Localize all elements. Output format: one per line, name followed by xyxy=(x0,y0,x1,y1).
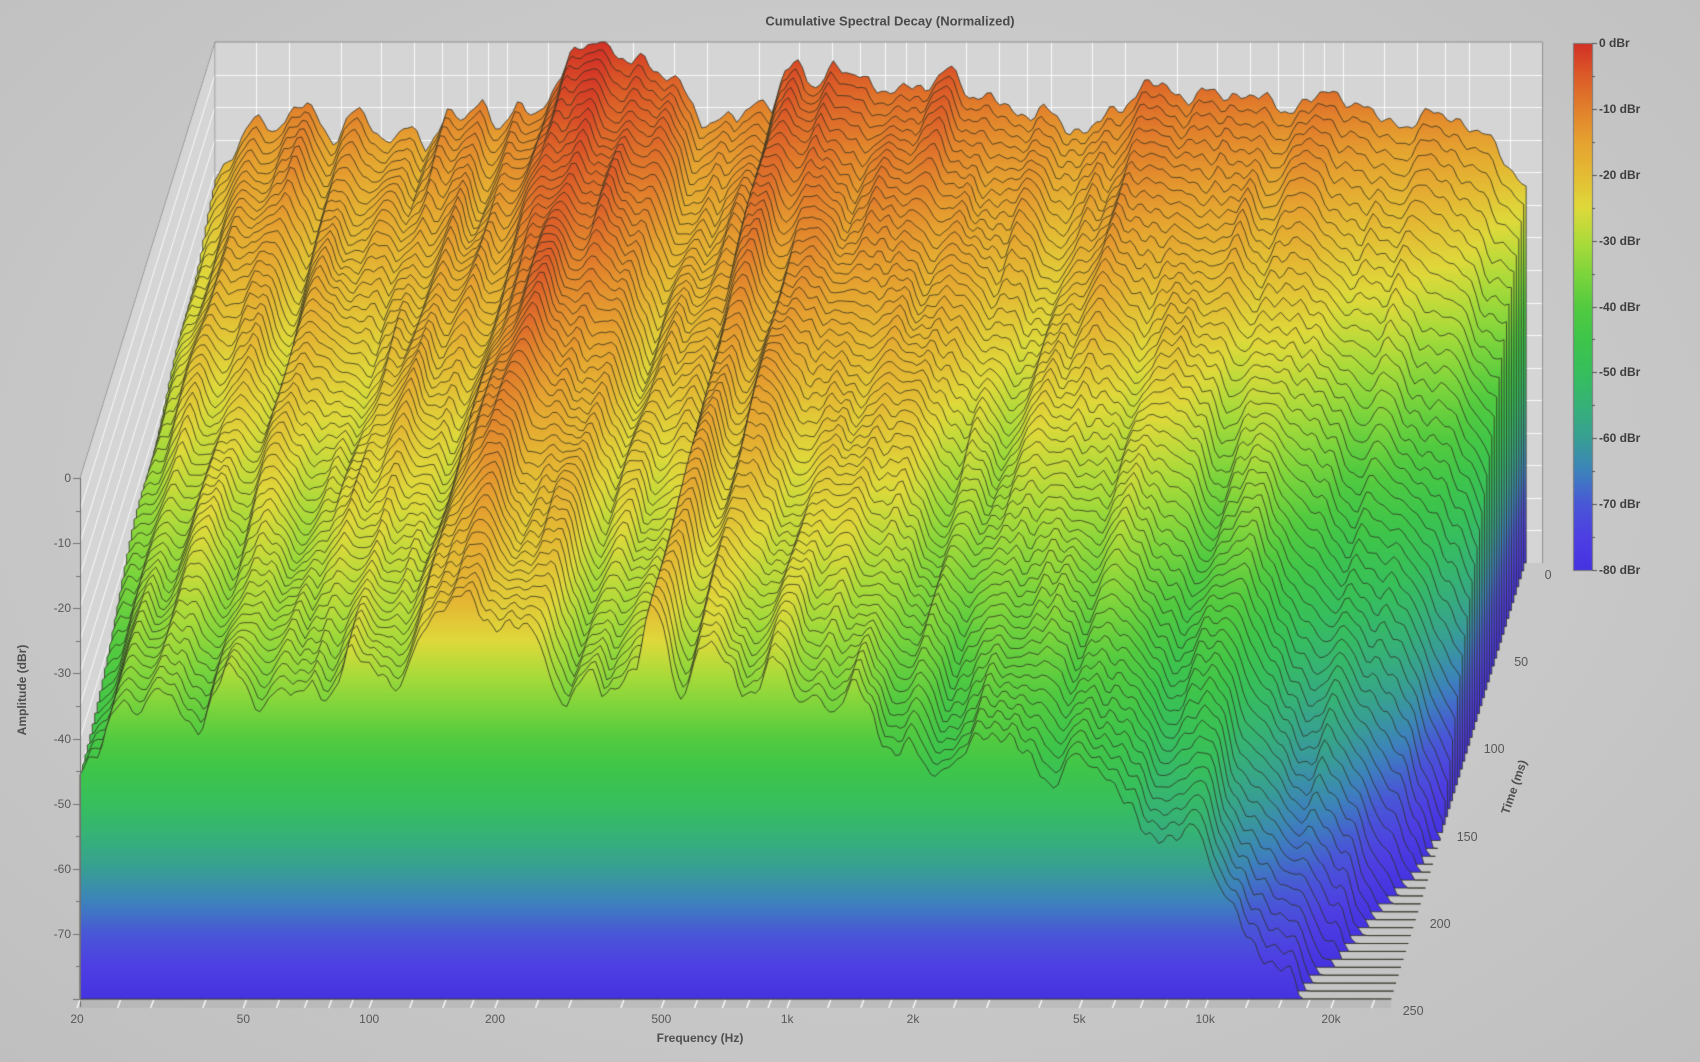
csd-waterfall-chart: Cumulative Spectral Decay (Normalized) F… xyxy=(0,0,1700,1062)
waterfall-plot-canvas[interactable] xyxy=(0,0,1700,1062)
